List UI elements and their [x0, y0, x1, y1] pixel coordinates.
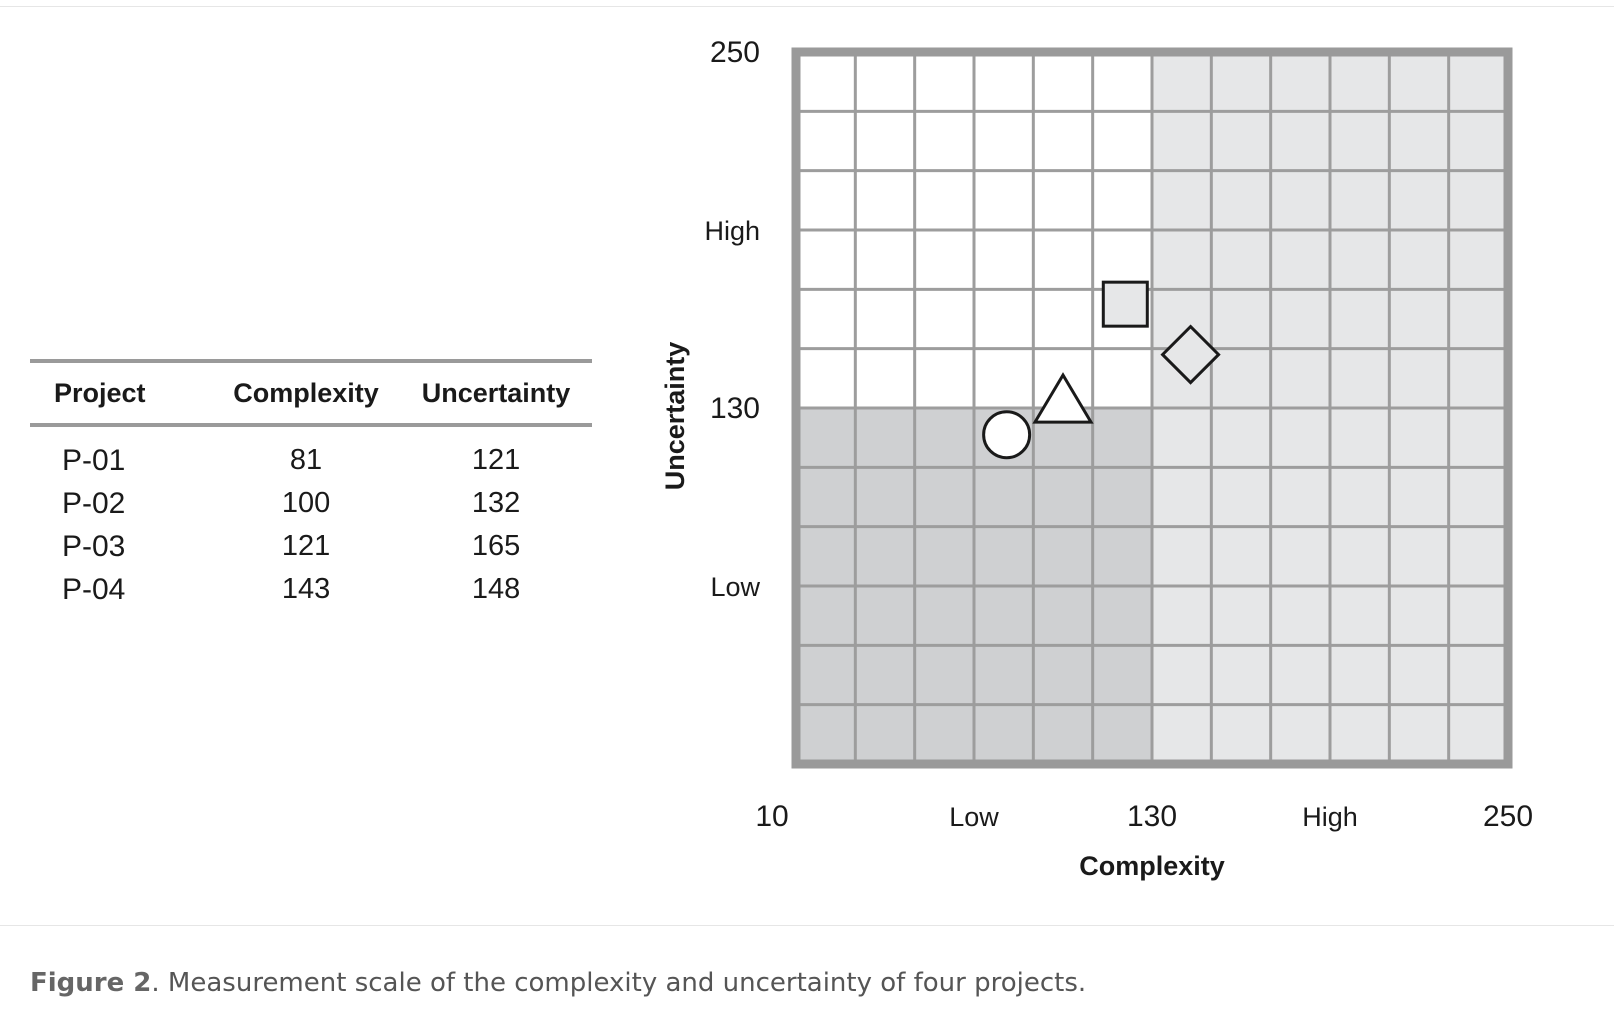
table-row: P-02 100 132: [30, 482, 592, 525]
header-uncertainty: Uncertainty: [400, 361, 592, 427]
x-tick-label: 250: [1483, 800, 1533, 833]
marker-triangle-p-02: [1032, 372, 1094, 424]
cell-project: P-01: [62, 443, 126, 477]
axis-titles: Complexity Uncertainty: [660, 342, 1225, 881]
x-axis-title: Complexity: [1079, 851, 1225, 881]
cell-complexity: 81: [289, 444, 323, 476]
y-tick-label: Low: [710, 572, 760, 602]
table-row: P-04 143 148: [30, 568, 592, 611]
cell-uncertainty: 148: [471, 573, 521, 605]
y-tick-label: High: [704, 216, 760, 246]
x-tick-label: 130: [1127, 800, 1177, 833]
cell-complexity: 121: [281, 530, 331, 562]
header-project: Project: [30, 361, 212, 427]
cell-project: P-03: [62, 529, 126, 563]
cell-uncertainty: 132: [471, 487, 521, 519]
marker-diamond-p-04: [1160, 324, 1221, 385]
figure-caption: Figure 2. Measurement scale of the compl…: [30, 968, 1086, 998]
cell-complexity: 143: [281, 573, 331, 605]
project-table: Project Complexity Uncertainty P-01 81 1…: [30, 359, 592, 611]
grid-lines: [796, 52, 1508, 764]
caption-label: Figure 2: [30, 968, 152, 998]
table-header-row: Project Complexity Uncertainty: [30, 361, 592, 427]
y-tick-label: 250: [710, 36, 760, 69]
marker-circle-p-01: [982, 410, 1032, 460]
plot-frame: [791, 47, 1513, 769]
cell-uncertainty: 165: [471, 530, 521, 562]
header-complexity: Complexity: [212, 361, 401, 427]
figure-panel: Project Complexity Uncertainty P-01 81 1…: [0, 7, 1614, 925]
marker-square-p-03: [1101, 280, 1149, 328]
cell-uncertainty: 121: [471, 444, 521, 476]
plot-border: [791, 47, 1513, 769]
cell-project: P-02: [62, 486, 126, 520]
top-divider: [0, 6, 1614, 7]
y-axis-title: Uncertainty: [660, 342, 690, 491]
tick-labels: 10 Low 130 High 250 250 High 130 Low: [704, 36, 1533, 833]
x-tick-label: High: [1302, 802, 1358, 832]
quadrant-chart: 10 Low 130 High 250 250 High 130 Low Complexity U…: [660, 36, 1533, 881]
caption-divider: [0, 925, 1614, 926]
table-row: P-01 81 121: [30, 425, 592, 482]
y-tick-label: 130: [710, 392, 760, 425]
caption-text: . Measurement scale of the complexity an…: [151, 968, 1087, 998]
x-tick-label: 10: [755, 800, 788, 833]
table-row: P-03 121 165: [30, 525, 592, 568]
cell-complexity: 100: [281, 487, 331, 519]
x-tick-label: Low: [949, 802, 999, 832]
cell-project: P-04: [62, 572, 126, 606]
data-markers: [982, 280, 1221, 460]
